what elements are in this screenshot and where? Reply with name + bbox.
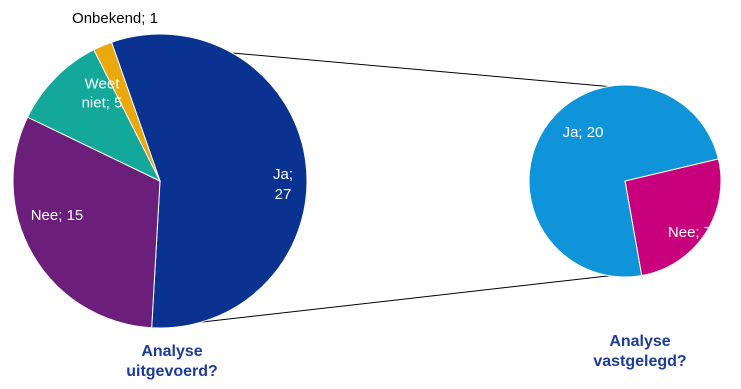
slice-label-nee: Nee; 15 xyxy=(31,207,84,224)
pie-slice-nee-vastgelegd xyxy=(624,158,722,277)
breakdown-pie xyxy=(528,84,722,278)
slice-label-onbekend: Onbekend; 1 xyxy=(72,10,158,27)
slice-label-ja-vastgelegd: Ja; 20 xyxy=(563,124,604,141)
slice-labels: Ja; 27 Nee; 15 Weet niet; 5 Onbekend; 1 Nee; 7… xyxy=(31,10,712,241)
pie-slice-ja xyxy=(110,33,308,329)
slice-label-nee-vastgelegd: Nee; 7 xyxy=(668,224,712,241)
pie-slice-ja-vastgelegd xyxy=(528,84,720,278)
main-pie xyxy=(12,33,308,329)
pie-slice-onbekend xyxy=(93,41,161,182)
pie-slice-weet-niet xyxy=(26,49,162,183)
pie-slice-nee xyxy=(12,116,161,329)
caption-analyse-vastgelegd: Analyse vastgelegd? xyxy=(593,333,686,370)
connector-line-bottom xyxy=(151,273,626,329)
slice-label-weet-niet: Weet niet; 5 xyxy=(82,76,123,112)
caption-analyse-uitgevoerd: Analyse uitgevoerd? xyxy=(126,343,218,380)
slice-label-ja: Ja; 27 xyxy=(273,166,293,203)
pie-captions: Analyse uitgevoerd? Analyse vastgelegd? xyxy=(126,333,686,380)
